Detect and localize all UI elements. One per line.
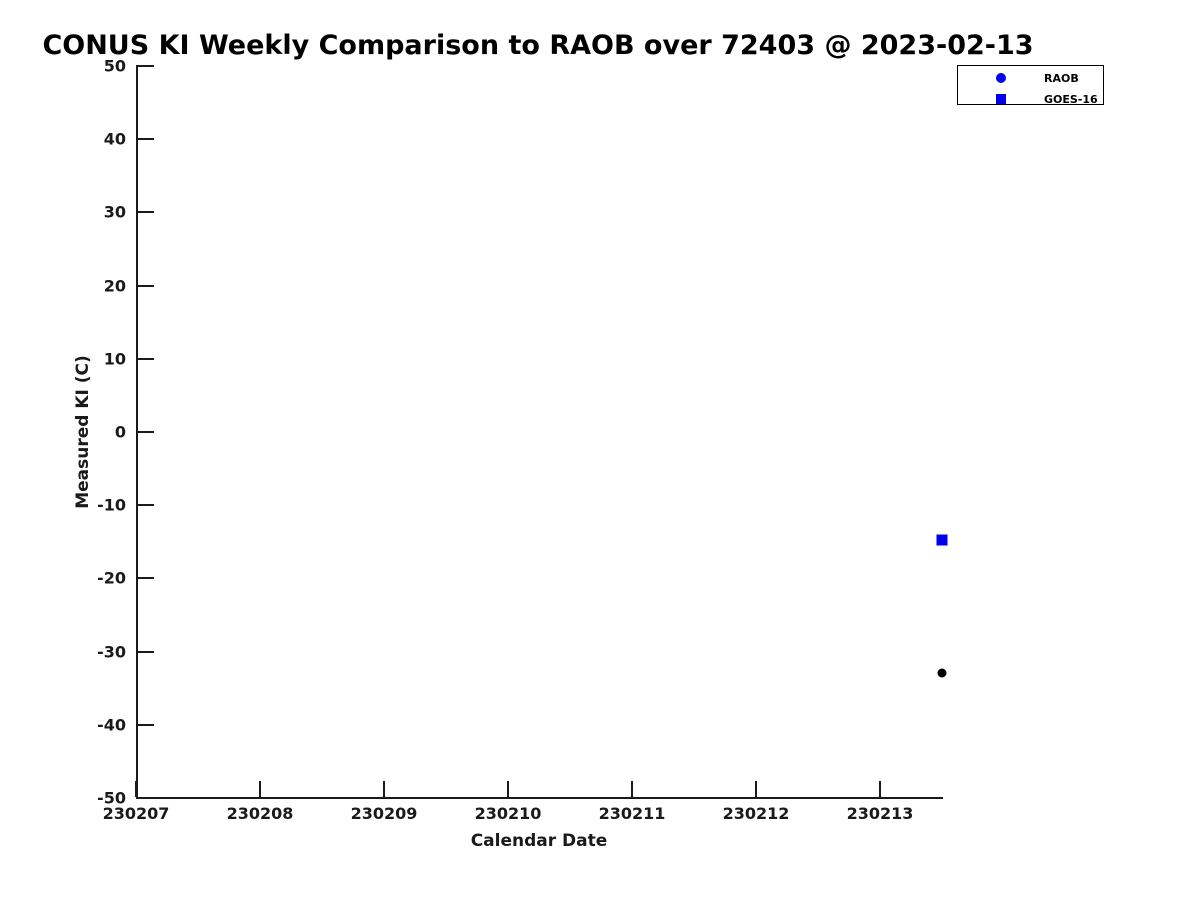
y-tick-mark bbox=[138, 357, 154, 360]
y-axis-spine bbox=[136, 65, 138, 799]
x-tick-label: 230209 bbox=[350, 804, 418, 823]
data-point-raob bbox=[937, 668, 947, 678]
y-tick-mark bbox=[138, 65, 154, 67]
y-tick-mark bbox=[138, 431, 154, 433]
y-tick-mark bbox=[138, 138, 154, 141]
data-point-goes-16 bbox=[936, 534, 948, 546]
y-tick-mark bbox=[138, 723, 154, 726]
x-tick-mark bbox=[383, 781, 385, 797]
x-tick-mark bbox=[507, 781, 509, 797]
x-tick-mark bbox=[631, 781, 633, 797]
chart-title: CONUS KI Weekly Comparison to RAOB over … bbox=[42, 30, 1034, 61]
legend-box: RAOB GOES-16 bbox=[957, 65, 1104, 106]
y-tick-mark bbox=[138, 650, 154, 653]
y-tick-label: 40 bbox=[103, 129, 126, 149]
y-tick-label: 0 bbox=[114, 422, 126, 442]
x-axis-spine bbox=[136, 797, 943, 799]
x-tick-mark bbox=[259, 781, 261, 797]
x-tick-label: 230210 bbox=[474, 804, 542, 823]
legend-entry-goes16: GOES-16 bbox=[996, 92, 1098, 106]
y-tick-mark bbox=[138, 577, 154, 580]
x-axis-label: Calendar Date bbox=[470, 831, 608, 851]
y-tick-label: -20 bbox=[97, 568, 126, 588]
x-tick-label: 230213 bbox=[846, 804, 914, 823]
y-tick-label: -30 bbox=[97, 642, 126, 662]
x-tick-mark bbox=[755, 781, 757, 797]
y-axis-label: Measured KI (C) bbox=[73, 355, 93, 509]
x-tick-label: 230208 bbox=[226, 804, 294, 823]
y-tick-mark bbox=[138, 797, 154, 799]
y-tick-label: 10 bbox=[103, 349, 126, 369]
goes16-square-marker-icon bbox=[996, 94, 1006, 104]
y-tick-label: -40 bbox=[97, 715, 126, 735]
legend-label-goes16: GOES-16 bbox=[1044, 92, 1098, 106]
y-tick-label: -10 bbox=[97, 495, 126, 515]
y-tick-label: 30 bbox=[103, 202, 126, 222]
y-tick-mark bbox=[138, 211, 154, 214]
x-tick-label: 230212 bbox=[722, 804, 790, 823]
legend-label-raob: RAOB bbox=[1044, 71, 1079, 85]
x-tick-label: 230207 bbox=[102, 804, 170, 823]
y-tick-label: 50 bbox=[103, 56, 126, 76]
y-tick-label: -50 bbox=[97, 788, 126, 808]
legend-entry-raob: RAOB bbox=[996, 71, 1079, 85]
y-tick-mark bbox=[138, 504, 154, 507]
x-tick-label: 230211 bbox=[598, 804, 666, 823]
y-tick-label: 20 bbox=[103, 276, 126, 296]
raob-circle-marker-icon bbox=[996, 73, 1006, 83]
x-tick-mark bbox=[879, 781, 881, 797]
y-tick-mark bbox=[138, 284, 154, 287]
x-tick-mark bbox=[135, 781, 137, 797]
